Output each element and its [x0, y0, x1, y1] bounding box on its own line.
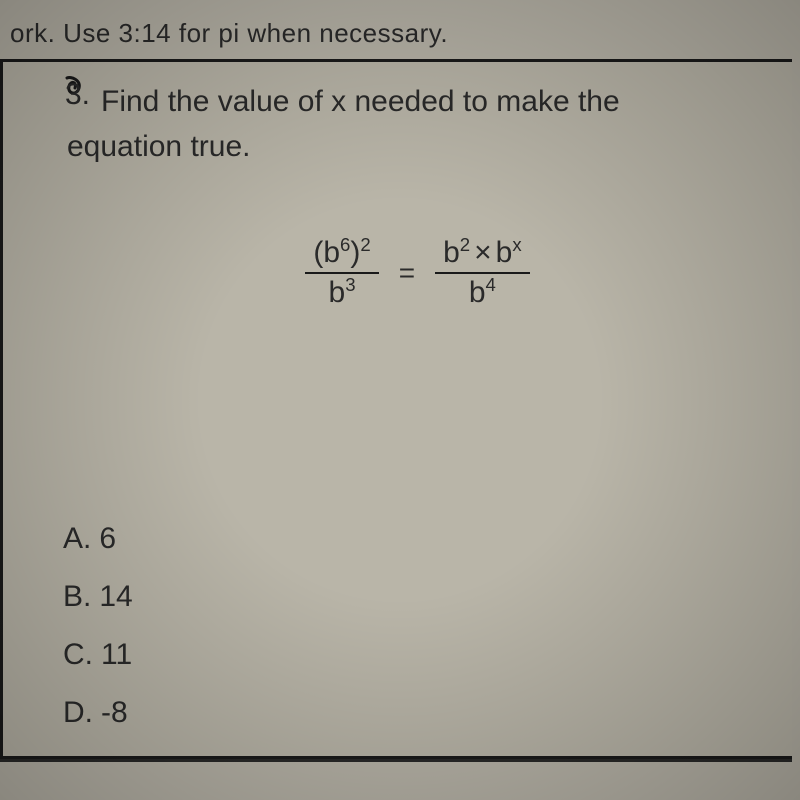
rden-base: b: [469, 276, 486, 309]
lden-base: b: [329, 276, 346, 309]
choice-letter: B.: [63, 580, 91, 614]
page-header-instruction: ork. Use 3:14 for pi when necessary.: [0, 0, 800, 59]
question-line-2: equation true.: [67, 130, 768, 164]
choice-value: -8: [101, 696, 128, 730]
choice-a: A. 6: [63, 522, 133, 556]
question-line-1: Find the value of x needed to make the: [101, 80, 768, 124]
answer-choices: A. 6 B. 14 C. 11 D. -8: [63, 522, 133, 730]
problem-box: 3. Find the value of x needed to make th…: [0, 59, 792, 759]
rden-exp: 4: [486, 274, 496, 295]
right-denominator: b4: [461, 274, 504, 312]
ra-base: b: [443, 236, 460, 269]
times-sign: ×: [470, 236, 496, 269]
choice-letter: D.: [63, 696, 93, 730]
left-numerator: (b6)2: [305, 234, 378, 272]
lnum-exp1: 6: [340, 234, 350, 255]
question-number: 3.: [65, 78, 90, 112]
equals-sign: =: [399, 257, 415, 289]
fraction-left: (b6)2 b3: [305, 234, 378, 312]
equation-container: (b6)2 b3 = b2×bx b4: [67, 234, 768, 312]
rb-exp: x: [512, 234, 521, 255]
lnum-base: b: [323, 236, 340, 269]
rb-base: b: [496, 236, 513, 269]
choice-d: D. -8: [63, 696, 133, 730]
header-text: ork. Use 3:14 for pi when necessary.: [10, 18, 448, 48]
choice-value: 6: [99, 522, 116, 556]
right-numerator: b2×bx: [435, 234, 530, 272]
choice-value: 11: [101, 638, 132, 672]
fraction-right: b2×bx b4: [435, 234, 530, 312]
choice-letter: A.: [63, 522, 91, 556]
choice-value: 14: [99, 580, 132, 614]
choice-c: C. 11: [63, 638, 133, 672]
lnum-exp2: 2: [360, 234, 370, 255]
choice-b: B. 14: [63, 580, 133, 614]
left-denominator: b3: [321, 274, 364, 312]
choice-letter: C.: [63, 638, 93, 672]
equation: (b6)2 b3 = b2×bx b4: [305, 234, 529, 312]
lden-exp: 3: [345, 274, 355, 295]
next-problem-peek: [0, 759, 792, 789]
ra-exp: 2: [460, 234, 470, 255]
